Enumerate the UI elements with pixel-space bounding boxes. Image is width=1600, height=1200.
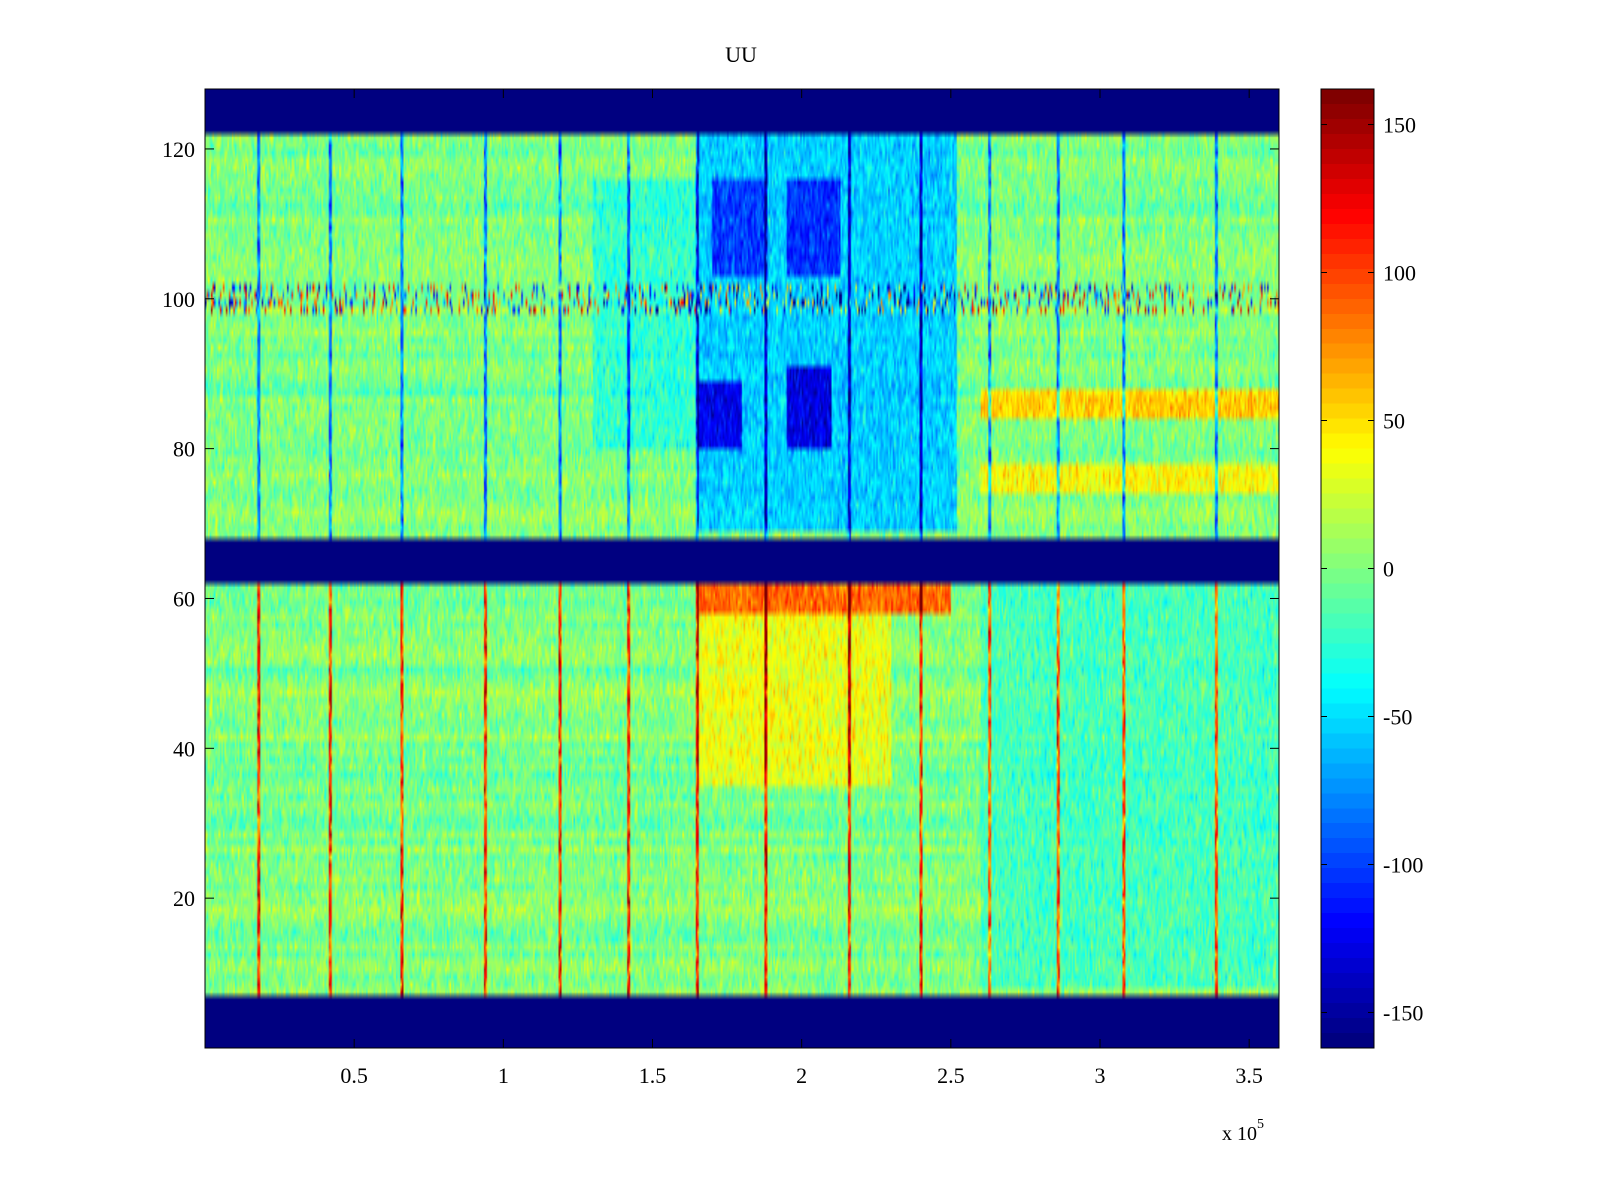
x-exponent-power: 5 <box>1257 1117 1264 1132</box>
colorbar-tick-label: 50 <box>1383 409 1405 434</box>
x-tick-label: 3 <box>1095 1063 1106 1088</box>
colorbar-tick-label: -100 <box>1383 852 1423 877</box>
colorbar-ticks: 150 100 50 0 -50 -100 -150 <box>1321 113 1423 1025</box>
colorbar-tick-label: 150 <box>1383 113 1416 138</box>
plot-area <box>204 88 1280 1049</box>
x-tick-label: 2 <box>796 1063 807 1088</box>
x-tick-label: 1 <box>498 1063 509 1088</box>
y-tick-label: 100 <box>162 287 195 312</box>
x-exponent-base: x 10 <box>1222 1123 1257 1145</box>
y-tick-label: 80 <box>173 437 195 462</box>
x-tick-label: 3.5 <box>1235 1063 1263 1088</box>
colorbar-tick-label: 100 <box>1383 261 1416 286</box>
y-axis: 20 40 60 80 100 120 <box>162 137 1279 911</box>
x-tick-label: 1.5 <box>639 1063 667 1088</box>
y-tick-label: 120 <box>162 137 195 162</box>
colorbar-tick-label: -50 <box>1383 704 1412 729</box>
x-tick-label: 2.5 <box>937 1063 965 1088</box>
colorbar-tick-label: -150 <box>1383 1000 1423 1025</box>
plot-border <box>204 88 1280 1049</box>
y-tick-label: 20 <box>173 886 195 911</box>
colorbar-gradient <box>1321 89 1374 1048</box>
x-tick-label: 0.5 <box>340 1063 368 1088</box>
colorbar-tick-label: 0 <box>1383 557 1394 582</box>
x-exponent-label: x 105 <box>1222 1117 1264 1145</box>
x-axis: 0.5 1 1.5 2 2.5 3 3.5 <box>340 89 1263 1088</box>
y-tick-label: 40 <box>173 736 195 761</box>
heatmap-image <box>205 89 1279 1048</box>
y-tick-label: 60 <box>173 586 195 611</box>
chart-title: UU <box>725 42 757 67</box>
colorbar: 150 100 50 0 -50 -100 -150 <box>1320 88 1423 1049</box>
